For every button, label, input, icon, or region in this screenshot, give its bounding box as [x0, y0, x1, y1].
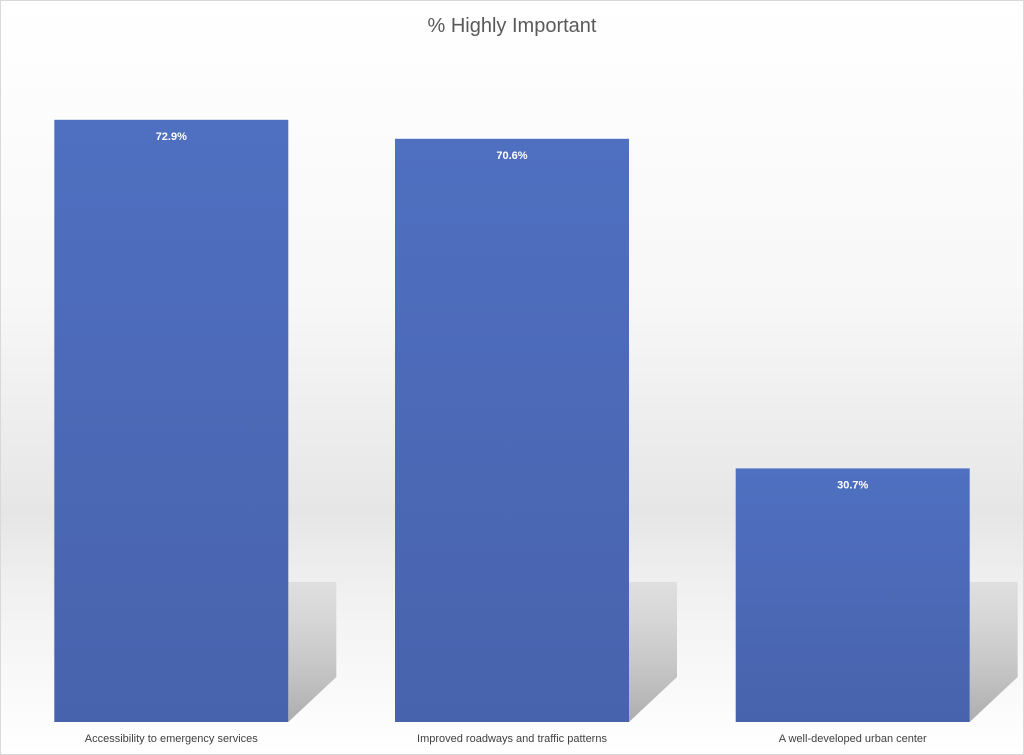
category-labels: Accessibility to emergency services Impro…	[85, 733, 927, 745]
bar-shadow	[288, 582, 337, 722]
data-label: 30.7%	[837, 479, 868, 491]
category-label: Accessibility to emergency services	[85, 733, 259, 745]
chart-title: % Highly Important	[427, 15, 597, 37]
bar	[54, 119, 289, 723]
data-label: 70.6%	[496, 150, 527, 162]
bar	[735, 468, 970, 722]
bars	[54, 119, 970, 723]
data-labels: 72.9% 70.6% 30.7%	[156, 131, 869, 492]
bar-shadow	[629, 582, 677, 722]
category-label: A well-developed urban center	[779, 733, 927, 745]
category-label: Improved roadways and traffic patterns	[417, 733, 607, 745]
bar	[395, 138, 629, 723]
data-label: 72.9%	[156, 131, 187, 143]
bar-shadows	[288, 582, 1018, 722]
bar-shadow	[969, 582, 1018, 722]
